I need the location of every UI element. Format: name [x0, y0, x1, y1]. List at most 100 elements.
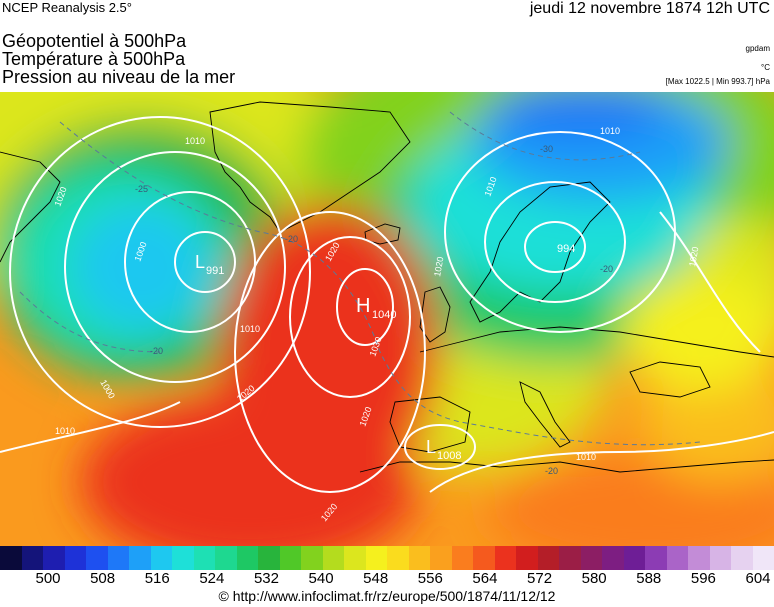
- colorbar-swatch: [451, 546, 474, 570]
- colorbar-swatch: [602, 546, 624, 570]
- colorbar-swatch: [64, 546, 87, 570]
- iberia-coast: [389, 396, 471, 453]
- isobar-label: 1010: [240, 324, 260, 334]
- colorbar-swatch: [86, 546, 108, 570]
- colorbar-swatch: [107, 546, 130, 570]
- high-center-letter: H: [356, 295, 370, 317]
- isotherm: [59, 121, 701, 446]
- isobar: [9, 116, 311, 428]
- colorbar-swatch: [344, 546, 366, 570]
- colorbar-swatch: [215, 546, 237, 570]
- unit-geopotential: gpdam: [745, 44, 770, 53]
- isobar: [0, 401, 181, 453]
- colorbar-tick-label: 540: [308, 570, 334, 587]
- greenland-coast: [209, 101, 411, 233]
- colorbar-swatch: [172, 546, 194, 570]
- africa-coast: [359, 459, 774, 473]
- isobar: [429, 431, 774, 493]
- colorbar-tick-label: 516: [144, 570, 170, 587]
- colorbar-tick-label: 564: [472, 570, 498, 587]
- colorbar: [0, 546, 774, 570]
- colorbar-swatch: [322, 546, 345, 570]
- black-sea-coast: [629, 361, 711, 398]
- low-center-value: 991: [206, 265, 224, 277]
- colorbar-tick-label: 532: [253, 570, 279, 587]
- isotherm-label: -20: [285, 234, 298, 244]
- title-geopotential: Géopotentiel à 500hPa: [2, 31, 187, 51]
- colorbar-swatch: [623, 546, 646, 570]
- high-center-value: 1040: [372, 309, 396, 321]
- source-url-footer: © http://www.infoclimat.fr/rz/europe/500…: [218, 588, 556, 604]
- colorbar-swatch: [752, 546, 774, 570]
- colorbar-tick-label: 500: [35, 570, 61, 587]
- colorbar-tick-label: 580: [581, 570, 607, 587]
- coastlines: [0, 101, 774, 473]
- weather-map: L 991 H 1040 L 1008 994 1010 1020 1000 1…: [0, 92, 774, 546]
- colorbar-swatch: [580, 546, 603, 570]
- isobar-label: 1020: [432, 256, 445, 277]
- colorbar-swatch: [43, 546, 65, 570]
- isotherms: [19, 111, 701, 446]
- isotherm-label: -20: [545, 466, 558, 476]
- colorbar-tick-label: 548: [363, 570, 389, 587]
- isotherm-label: -25: [135, 184, 148, 194]
- colorbar-swatch: [387, 546, 409, 570]
- isobar-label: 1010: [576, 452, 596, 462]
- isobar: [659, 211, 761, 353]
- colorbar-swatch: [494, 546, 517, 570]
- isobars: [0, 116, 774, 493]
- colorbar-swatch: [645, 546, 667, 570]
- isobar: [484, 181, 626, 303]
- colorbar-swatch: [709, 546, 732, 570]
- geopotential-field: [0, 92, 774, 546]
- isobar: [289, 236, 411, 398]
- isobar-label: 1020: [687, 246, 700, 267]
- low-center-letter: L: [426, 437, 436, 457]
- colorbar-swatch: [516, 546, 538, 570]
- colorbar-swatch: [666, 546, 689, 570]
- colorbar-swatch: [430, 546, 452, 570]
- colorbar-swatch: [150, 546, 173, 570]
- colorbar-tick-label: 596: [690, 570, 716, 587]
- british-isles-coast: [419, 286, 451, 343]
- isobar: [404, 424, 476, 470]
- pressure-centers: L 991 H 1040 L 1008 994: [195, 243, 575, 462]
- isobar: [64, 151, 286, 383]
- isotherm: [19, 291, 161, 353]
- colorbar-swatch: [731, 546, 753, 570]
- isotherm: [449, 111, 641, 161]
- scandinavia-coast: [469, 181, 611, 323]
- map-canvas: L 991 H 1040 L 1008 994 1010 1020 1000 1…: [0, 92, 774, 546]
- colorbar-swatch: [537, 546, 560, 570]
- source-label: NCEP Reanalysis 2.5°: [2, 0, 132, 15]
- colorbar-swatch: [301, 546, 323, 570]
- isobar: [234, 211, 426, 493]
- colorbar-swatch: [559, 546, 581, 570]
- low-center-value-scandinavia: 994: [557, 243, 575, 255]
- colorbar-swatch: [473, 546, 495, 570]
- low-center-letter: L: [195, 252, 205, 272]
- isobar: [174, 231, 236, 293]
- north-america-coast: [0, 151, 61, 263]
- colorbar-swatch: [258, 546, 280, 570]
- title-temperature: Température à 500hPa: [2, 49, 186, 69]
- colorbar-tick-label: 572: [527, 570, 553, 587]
- isotherm-labels: -20 -20 -20 -20 -30 -25: [135, 144, 613, 476]
- low-center-value: 1008: [437, 450, 461, 462]
- colorbar-swatch: [408, 546, 431, 570]
- colorbar-swatch: [236, 546, 259, 570]
- unit-pressure: [Max 1022.5 | Min 993.7] hPa: [665, 77, 770, 86]
- isotherm-label: -30: [540, 144, 553, 154]
- colorbar-swatch: [279, 546, 302, 570]
- italy-coast: [519, 381, 571, 448]
- isobar: [524, 221, 586, 273]
- colorbar-swatch: [0, 546, 22, 570]
- unit-temperature: °C: [761, 63, 770, 72]
- colorbar-swatch: [365, 546, 388, 570]
- colorbar-swatch: [129, 546, 151, 570]
- colorbar-swatch: [21, 546, 44, 570]
- isobar-label: 1010: [600, 126, 620, 136]
- isotherm-label: -20: [150, 346, 163, 356]
- colorbar-tick-label: 524: [199, 570, 225, 587]
- isobar-label: 1010: [185, 136, 205, 146]
